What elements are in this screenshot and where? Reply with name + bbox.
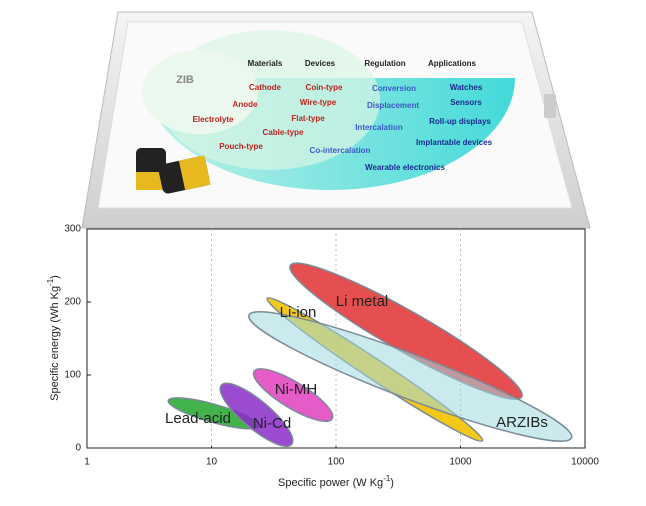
x-tick-label: 10 (206, 457, 218, 468)
y-axis-label: Specific energy (Wh Kg-1) (46, 275, 61, 401)
y-tick-label: 300 (64, 224, 81, 235)
plot: 1 10 100 1000 10000 0 100 200 300 Li-ion Li metal A… (64, 224, 599, 468)
region-label: Lead-acid (165, 410, 231, 427)
device: Wire-type (300, 98, 337, 107)
y-label-text: Specific energy (Wh Kg (49, 286, 61, 401)
region-label: Li-ion (280, 304, 317, 321)
regulation: Intercalation (355, 123, 403, 132)
y-tick-label: 100 (64, 370, 81, 381)
region-label: Li metal (336, 293, 389, 310)
device: Cable-type (263, 128, 304, 137)
x-tick-label: 1000 (449, 457, 472, 468)
region-label: Ni-MH (275, 381, 318, 398)
header: Devices (305, 59, 336, 68)
regulation: Displacement (367, 101, 419, 110)
device: Pouch-type (219, 142, 263, 151)
x-label-end: ) (390, 477, 394, 489)
x-label-text: Specific power (W Kg (278, 477, 383, 489)
region (248, 311, 573, 442)
x-axis-label: Specific power (W Kg-1) (278, 474, 394, 489)
tablet: ZIB Materials Devices Regulation Applica… (81, 11, 591, 229)
application: Sensors (450, 98, 482, 107)
region (219, 382, 294, 447)
application: Watches (450, 83, 483, 92)
x-tick-label: 100 (328, 457, 345, 468)
material: Electrolyte (193, 115, 234, 124)
y-tick-label: 200 (64, 297, 81, 308)
region (252, 368, 334, 423)
application: Implantable devices (416, 138, 493, 147)
center-label: ZIB (176, 74, 194, 86)
material: Anode (233, 100, 258, 109)
y-label-sup: -1 (46, 278, 55, 286)
device: Coin-type (306, 83, 343, 92)
header: Regulation (364, 59, 405, 68)
regulation: Conversion (372, 84, 416, 93)
y-label-end: ) (49, 275, 61, 279)
x-label-sup: -1 (383, 474, 391, 483)
header: Applications (428, 59, 477, 68)
header: Materials (248, 59, 283, 68)
application: Roll-up displays (429, 117, 491, 126)
region-label: ARZIBs (496, 414, 548, 431)
material: Cathode (249, 83, 282, 92)
device: Flat-type (291, 114, 325, 123)
x-tick-label: 1 (84, 457, 90, 468)
y-tick-label: 0 (75, 443, 81, 454)
application: Wearable electronics (365, 163, 445, 172)
regulation: Co-intercalation (310, 146, 371, 155)
region-label: Ni-Cd (253, 415, 291, 432)
x-tick-label: 10000 (571, 457, 599, 468)
batteries (136, 148, 211, 194)
